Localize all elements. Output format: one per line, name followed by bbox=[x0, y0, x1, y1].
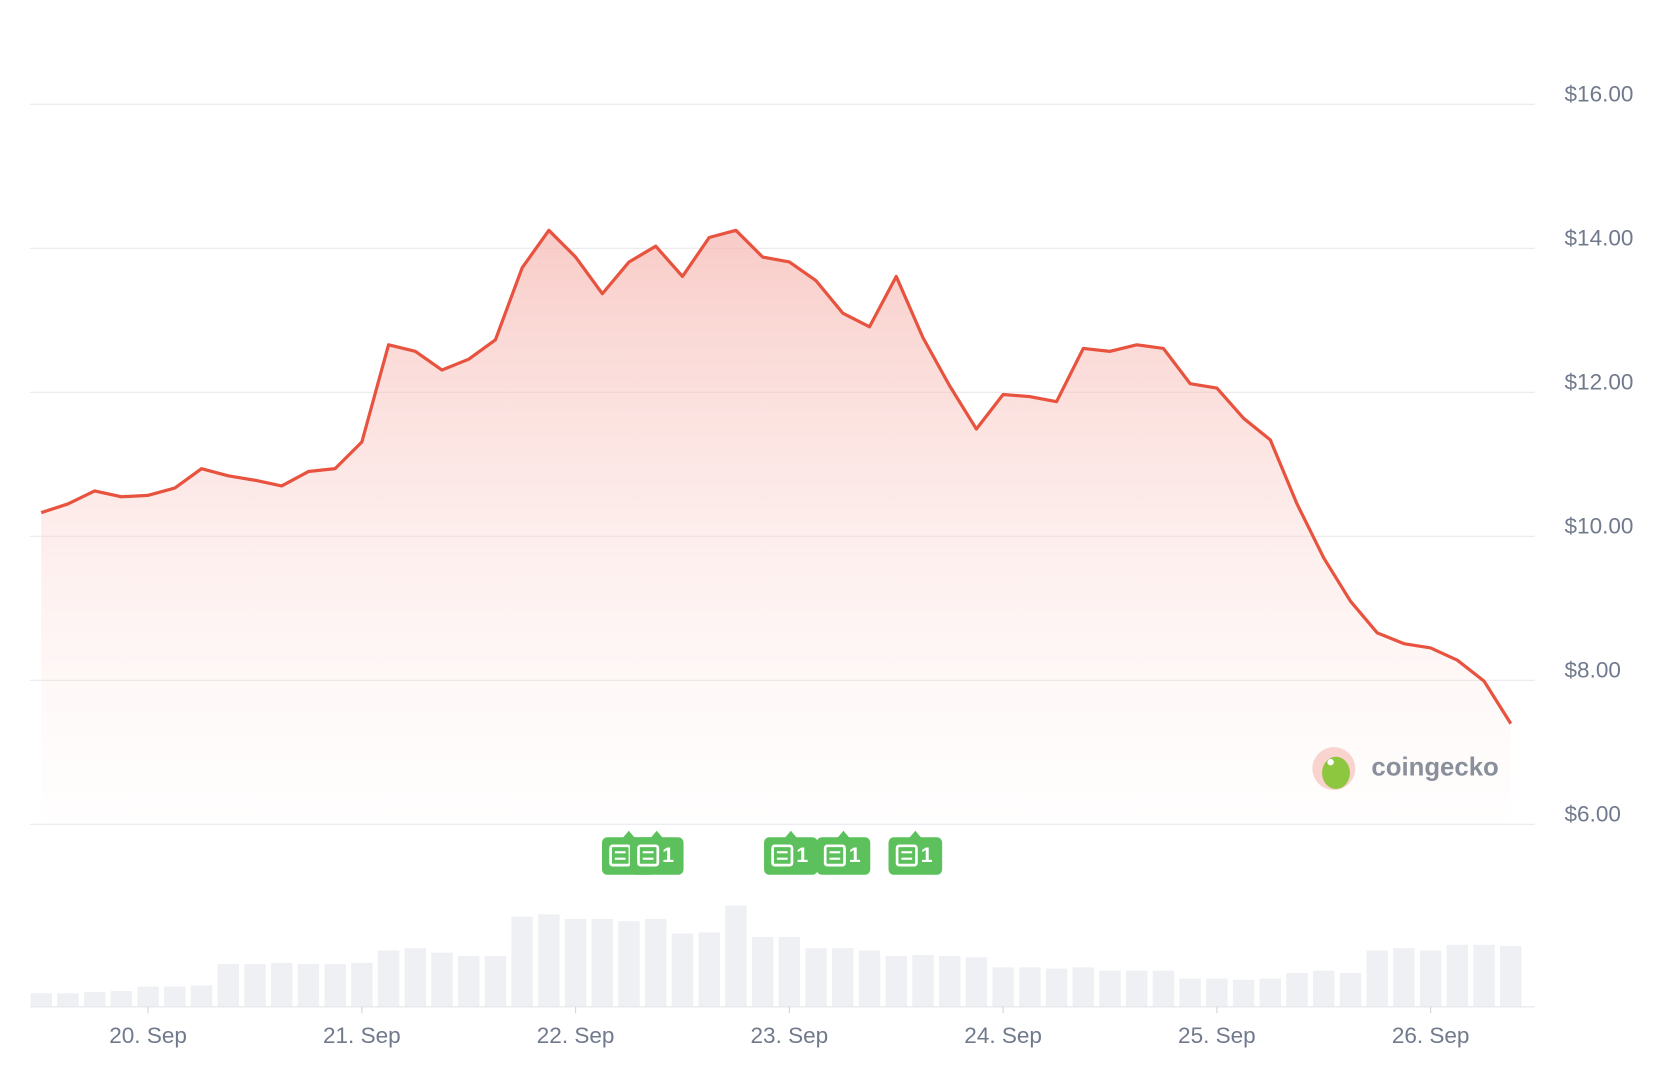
volume-bar bbox=[538, 914, 560, 1007]
volume-bar bbox=[645, 918, 667, 1007]
volume-bar bbox=[164, 986, 186, 1007]
news-badge[interactable]: 1 bbox=[629, 830, 684, 875]
volume-bar bbox=[1152, 970, 1175, 1007]
volume-bar bbox=[1419, 950, 1442, 1007]
volume-bar bbox=[57, 993, 79, 1007]
volume-bar bbox=[805, 948, 827, 1007]
volume-bar bbox=[270, 962, 293, 1007]
volume-bar bbox=[297, 963, 320, 1007]
watermark-text: coingecko bbox=[1371, 753, 1498, 781]
y-tick-label: $10.00 bbox=[1565, 514, 1634, 539]
volume-bar bbox=[1019, 967, 1041, 1007]
news-badge[interactable]: 1 bbox=[764, 830, 818, 875]
y-tick-label: $16.00 bbox=[1565, 82, 1634, 107]
volume-bar bbox=[1232, 979, 1255, 1007]
volume-bar bbox=[1393, 948, 1415, 1007]
x-tick-label: 20. Sep bbox=[109, 1023, 187, 1048]
volume-bar bbox=[751, 936, 774, 1007]
volume-bar bbox=[1259, 978, 1282, 1007]
volume-bar bbox=[431, 952, 453, 1007]
volume-bar bbox=[1339, 972, 1362, 1007]
badge-icon bbox=[895, 844, 918, 867]
y-tick-label: $14.00 bbox=[1565, 226, 1634, 251]
volume-bar bbox=[137, 986, 159, 1007]
y-tick-label: $6.00 bbox=[1565, 802, 1621, 827]
volume-bar bbox=[83, 992, 106, 1007]
volume-bar bbox=[778, 936, 801, 1007]
y-tick-label: $8.00 bbox=[1565, 658, 1621, 683]
volume-bar bbox=[1072, 967, 1095, 1007]
volume-bar bbox=[1045, 968, 1068, 1007]
volume-bar bbox=[1473, 944, 1495, 1007]
volume-bar bbox=[351, 962, 373, 1007]
volume-bar bbox=[671, 933, 694, 1007]
x-tick-label: 21. Sep bbox=[323, 1023, 401, 1048]
badge-count: 1 bbox=[921, 843, 933, 867]
news-badge[interactable]: 1 bbox=[888, 830, 943, 875]
badge-pointer bbox=[784, 830, 798, 839]
volume-bar bbox=[484, 956, 507, 1007]
volume-bar bbox=[110, 991, 133, 1007]
volume-bar bbox=[1099, 970, 1121, 1007]
volume-bar bbox=[725, 905, 747, 1007]
badge-pointer bbox=[908, 830, 922, 839]
badge-count: 1 bbox=[662, 843, 674, 867]
volume-bar bbox=[404, 948, 427, 1007]
price-area bbox=[41, 230, 1511, 825]
volume-bar bbox=[1125, 970, 1148, 1007]
x-tick-label: 23. Sep bbox=[751, 1023, 829, 1048]
badge-icon bbox=[637, 844, 660, 867]
watermark: coingecko bbox=[1312, 747, 1499, 791]
volume-bar bbox=[1500, 945, 1522, 1007]
x-tick-label: 26. Sep bbox=[1392, 1023, 1470, 1048]
volume-bar bbox=[912, 954, 934, 1007]
volume-bar bbox=[457, 956, 480, 1007]
volume-bar bbox=[244, 963, 266, 1007]
badge-count: 1 bbox=[849, 843, 861, 867]
x-tick-label: 24. Sep bbox=[964, 1023, 1042, 1048]
volume-bar bbox=[377, 950, 400, 1007]
volume-bar bbox=[511, 916, 533, 1007]
x-tick-label: 22. Sep bbox=[537, 1023, 615, 1048]
volume-bar bbox=[591, 918, 614, 1007]
x-tick-label: 25. Sep bbox=[1178, 1023, 1256, 1048]
volume-bar bbox=[30, 993, 52, 1007]
volume-bar bbox=[885, 956, 907, 1007]
badge-pointer bbox=[622, 830, 636, 839]
logo-gecko bbox=[1322, 756, 1350, 789]
volume-bar bbox=[1366, 950, 1388, 1007]
volume-bar bbox=[190, 985, 213, 1007]
volume-bar bbox=[217, 963, 239, 1007]
badge-icon bbox=[771, 844, 794, 867]
badge-pointer bbox=[650, 830, 664, 839]
volume-bar bbox=[564, 918, 587, 1007]
price-line bbox=[40, 228, 1513, 725]
volume-bar bbox=[1206, 978, 1228, 1007]
volume-bar bbox=[698, 932, 720, 1007]
volume-bar bbox=[938, 956, 961, 1007]
volume-bar bbox=[1286, 972, 1308, 1007]
badge-pointer bbox=[837, 830, 850, 839]
volume-bar bbox=[1446, 944, 1469, 1007]
volume-bar bbox=[965, 957, 988, 1007]
volume-bar bbox=[1179, 978, 1201, 1007]
volume-bar bbox=[618, 921, 640, 1007]
logo-eye bbox=[1327, 758, 1334, 766]
y-tick-label: $12.00 bbox=[1565, 370, 1634, 395]
badge-count: 1 bbox=[796, 843, 808, 867]
volume-bar bbox=[832, 948, 854, 1007]
badge-icon bbox=[823, 844, 846, 867]
news-badge[interactable]: 1 bbox=[816, 830, 871, 875]
volume-bar bbox=[324, 963, 346, 1007]
volume-bar bbox=[1313, 970, 1335, 1007]
volume-bar bbox=[858, 950, 881, 1007]
volume-bar bbox=[992, 967, 1014, 1007]
